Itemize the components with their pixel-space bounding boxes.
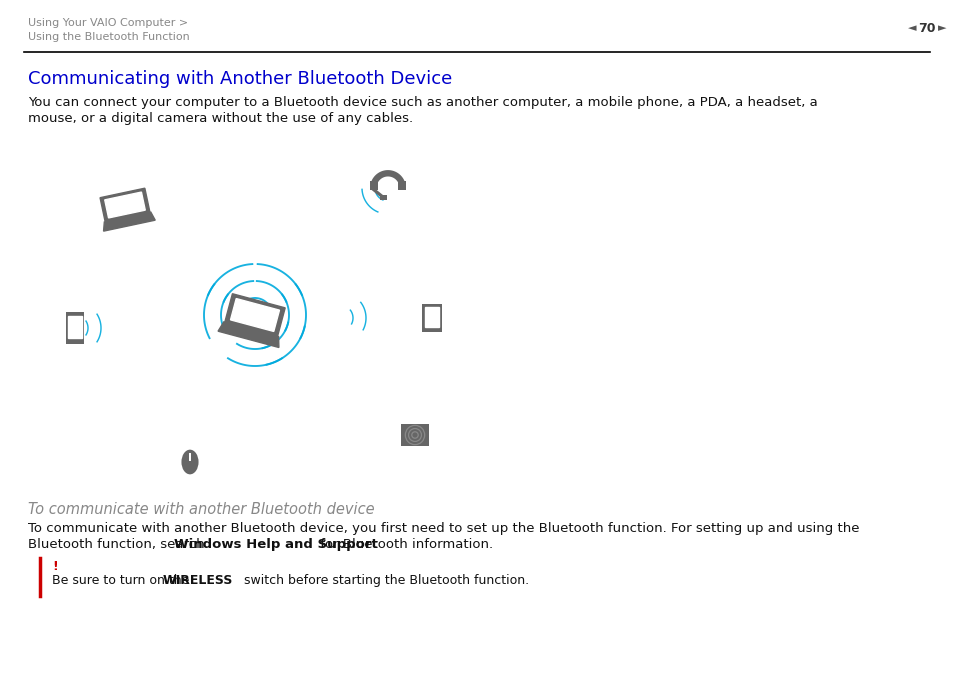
Polygon shape	[370, 181, 378, 189]
Polygon shape	[218, 322, 278, 348]
Text: Be sure to turn on the: Be sure to turn on the	[52, 574, 193, 587]
Polygon shape	[424, 307, 439, 327]
Text: Using Your VAIO Computer >: Using Your VAIO Computer >	[28, 18, 188, 28]
Polygon shape	[401, 424, 428, 446]
Polygon shape	[100, 188, 150, 222]
Polygon shape	[225, 294, 285, 336]
Polygon shape	[104, 212, 155, 231]
Text: switch before starting the Bluetooth function.: switch before starting the Bluetooth fun…	[240, 574, 529, 587]
Polygon shape	[231, 299, 279, 332]
Polygon shape	[67, 312, 84, 344]
Polygon shape	[380, 195, 386, 200]
Polygon shape	[397, 181, 405, 189]
Text: To communicate with another Bluetooth device: To communicate with another Bluetooth de…	[28, 502, 375, 517]
Text: mouse, or a digital camera without the use of any cables.: mouse, or a digital camera without the u…	[28, 112, 413, 125]
Polygon shape	[421, 304, 441, 332]
Text: Windows Help and Support: Windows Help and Support	[173, 538, 377, 551]
Polygon shape	[69, 315, 82, 338]
Text: 70: 70	[918, 22, 935, 34]
Polygon shape	[105, 192, 145, 218]
Text: You can connect your computer to a Bluetooth device such as another computer, a : You can connect your computer to a Bluet…	[28, 96, 817, 109]
Text: Bluetooth function, search: Bluetooth function, search	[28, 538, 209, 551]
Text: !: !	[52, 560, 58, 573]
Text: for Bluetooth information.: for Bluetooth information.	[315, 538, 493, 551]
Text: Using the Bluetooth Function: Using the Bluetooth Function	[28, 32, 190, 42]
Text: ►: ►	[937, 23, 945, 33]
Ellipse shape	[181, 450, 198, 474]
Text: To communicate with another Bluetooth device, you first need to set up the Bluet: To communicate with another Bluetooth de…	[28, 522, 859, 535]
Text: Communicating with Another Bluetooth Device: Communicating with Another Bluetooth Dev…	[28, 70, 452, 88]
Text: WIRELESS: WIRELESS	[163, 574, 233, 587]
Text: ◄: ◄	[907, 23, 915, 33]
